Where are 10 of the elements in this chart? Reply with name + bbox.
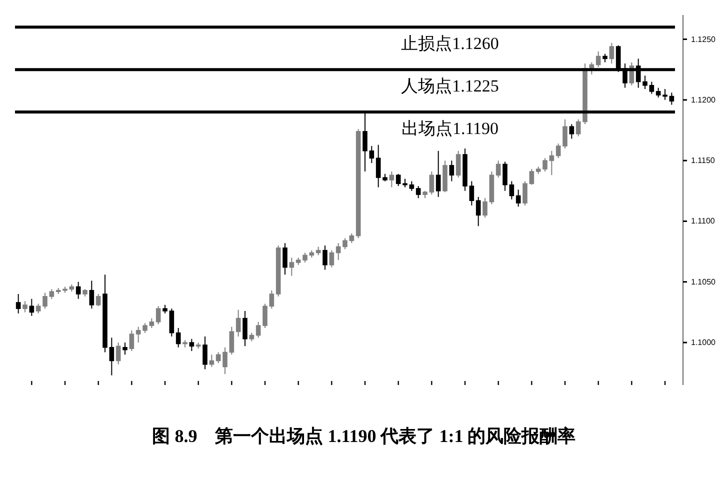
- ref-line-label: 止损点1.1260: [401, 34, 499, 54]
- caption: 图 8.9 第一个出场点 1.1190 代表了 1:1 的风险报酬率: [152, 426, 576, 446]
- y-tick-label: 1.1150: [691, 156, 716, 166]
- y-tick-label: 1.1200: [691, 95, 716, 104]
- ref-line-label: 出场点1.1190: [401, 119, 499, 138]
- y-tick-label: 1.1250: [691, 34, 716, 44]
- y-tick-label: 1.1050: [691, 277, 716, 286]
- y-tick-label: 1.1000: [691, 338, 716, 348]
- ref-line-label: 人场点1.1225: [401, 76, 499, 96]
- y-tick-label: 1.1100: [691, 216, 716, 226]
